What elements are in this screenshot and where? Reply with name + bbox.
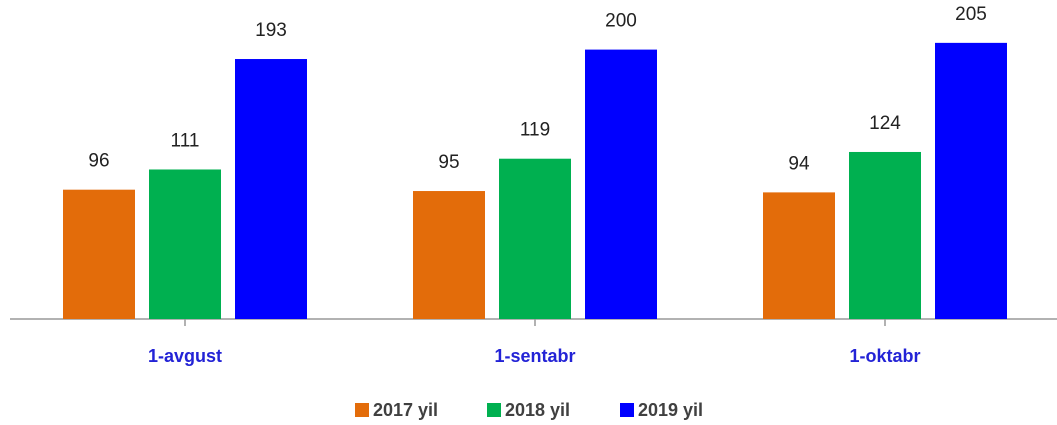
value-label: 95 — [438, 152, 459, 173]
bar — [935, 42, 1007, 320]
bar — [235, 59, 307, 320]
value-label: 111 — [171, 130, 200, 151]
x-tick-label: 1-avgust — [148, 346, 222, 366]
value-label: 94 — [788, 153, 810, 174]
bar — [413, 191, 485, 319]
legend-label: 2019 yil — [638, 400, 703, 420]
value-label: 193 — [255, 20, 287, 41]
bar — [849, 151, 921, 319]
legend-swatch — [487, 403, 501, 417]
legend-label: 2018 yil — [505, 400, 570, 420]
value-label: 124 — [869, 113, 901, 134]
value-label: 119 — [520, 120, 550, 141]
bar — [63, 189, 135, 319]
legend-label: 2017 yil — [373, 400, 438, 420]
bar — [585, 49, 657, 319]
legend-swatch — [355, 403, 369, 417]
bar — [763, 192, 835, 319]
bar — [149, 169, 221, 319]
x-tick-label: 1-sentabr — [494, 346, 575, 366]
value-label: 200 — [605, 11, 637, 32]
value-label: 96 — [88, 151, 109, 172]
legend-swatch — [620, 403, 634, 417]
bar — [499, 158, 571, 319]
value-label: 205 — [955, 4, 987, 25]
x-tick-label: 1-oktabr — [849, 346, 920, 366]
